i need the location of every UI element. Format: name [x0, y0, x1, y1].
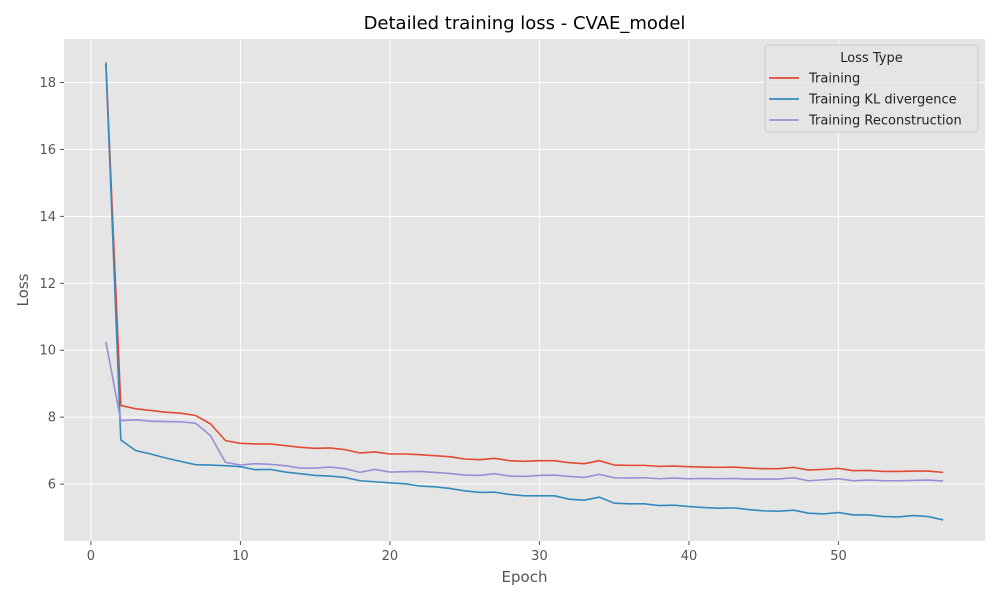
y-tick-label: 14 [39, 210, 56, 225]
legend-label-training-reconstruction: Training Reconstruction [808, 114, 962, 129]
x-tick-label: 50 [830, 549, 847, 564]
legend-box [764, 44, 979, 133]
legend-items: Training Training KL divergence Training R… [769, 72, 962, 129]
x-tick-label: 30 [531, 549, 548, 564]
series-line-training-reconstruction [105, 341, 944, 482]
legend: Loss Type Training Training KL divergence… [764, 44, 979, 133]
y-tick-label: 16 [39, 143, 56, 158]
x-tick-label: 40 [681, 549, 698, 564]
legend-label-training: Training [808, 72, 860, 87]
chart-title: Detailed training loss - CVAE_model [364, 13, 686, 34]
legend-title: Loss Type [840, 51, 903, 66]
x-axis-label: Epoch [502, 568, 548, 586]
y-axis-ticks: 6 8 10 12 14 16 18 [39, 76, 64, 493]
y-tick-label: 18 [39, 76, 56, 91]
y-tick-label: 6 [48, 478, 56, 493]
y-tick-label: 8 [48, 411, 56, 426]
y-axis-label: Loss [14, 273, 32, 306]
x-tick-label: 20 [382, 549, 399, 564]
y-tick-label: 12 [39, 277, 56, 292]
x-axis-ticks: 0 10 20 30 40 50 [87, 541, 847, 564]
y-tick-label: 10 [39, 344, 56, 359]
legend-label-training-kl-divergence: Training KL divergence [808, 93, 957, 108]
series-line-training-kl-divergence [105, 62, 944, 521]
series-line-training [105, 62, 944, 474]
series-group [105, 62, 944, 521]
x-tick-label: 10 [232, 549, 249, 564]
x-tick-label: 0 [87, 549, 95, 564]
